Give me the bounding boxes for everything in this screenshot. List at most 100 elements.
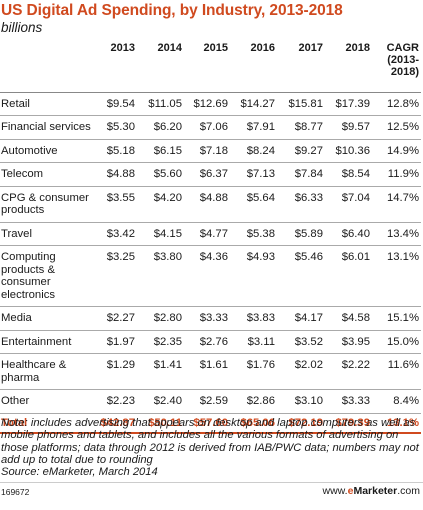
table-cell: $2.40 <box>153 395 182 407</box>
table-cell: $6.01 <box>341 251 370 263</box>
table-cell: $2.02 <box>294 359 323 371</box>
table-cell: $11.05 <box>148 97 182 110</box>
table-cell: 14.9% <box>386 144 419 157</box>
table-row: Healthcare & pharma $1.29 $1.41 $1.61 $1.76 $… <box>0 354 421 390</box>
table-cell: $10.36 <box>335 144 370 157</box>
header-corner <box>0 40 92 92</box>
table-row: Media $2.27 $2.80 $3.33 $3.83 $4.17 $4.58 15.1% <box>0 307 421 330</box>
table-row: Telecom $4.88 $5.60 $6.37 $7.13 $7.84 $8.54 11.… <box>0 163 421 186</box>
table-cell: $3.83 <box>246 312 275 324</box>
table-cell: $50.11 <box>148 416 182 429</box>
chart-id: 169672 <box>1 487 30 497</box>
table-cell: $3.95 <box>341 335 370 348</box>
table-cell: 8.4% <box>393 395 419 407</box>
brand-e: e <box>347 485 354 497</box>
table-cell: $2.76 <box>199 335 228 348</box>
footer-divider <box>0 482 423 483</box>
table-cell: 13.4% <box>386 227 419 240</box>
table-cell: $1.61 <box>199 359 228 371</box>
table-cell: $2.27 <box>106 312 135 324</box>
table-cell: 12.8% <box>386 97 419 110</box>
row-label: Other <box>1 395 30 407</box>
table-cell: $3.42 <box>106 227 135 240</box>
table-cell: 14.7% <box>386 191 419 204</box>
note-text: Note: includes advertising that appears … <box>1 417 419 466</box>
row-label: Automotive <box>1 144 58 157</box>
table-cell: $6.15 <box>153 144 182 157</box>
table-cell: $17.39 <box>335 97 370 110</box>
table-cell: $4.58 <box>341 312 370 324</box>
table-cell: $3.10 <box>294 395 323 407</box>
table-cell: $4.17 <box>294 312 323 324</box>
table-cell: $65.06 <box>240 416 275 429</box>
table-cell: $9.57 <box>341 121 370 133</box>
table-cell: $6.40 <box>341 227 370 240</box>
row-label: Computing products & consumer electronic… <box>1 251 56 301</box>
table-cell: $14.27 <box>240 97 275 110</box>
table-cell: $5.18 <box>106 144 135 157</box>
brand-prefix: www. <box>322 485 348 497</box>
table-cell: $4.88 <box>199 191 228 204</box>
chart-subtitle: billions <box>1 20 43 35</box>
table-cell: $4.36 <box>199 251 228 263</box>
table-cell: $79.39 <box>335 416 370 429</box>
table-cell: $2.80 <box>153 312 182 324</box>
table-cell: $12.69 <box>193 97 228 110</box>
footnote: Note: includes advertising that appears … <box>1 417 421 478</box>
table-cell: 12.5% <box>386 121 419 133</box>
table-cell: $2.35 <box>153 335 182 348</box>
table-cell: $2.23 <box>106 395 135 407</box>
table-cell: $72.19 <box>288 416 323 429</box>
table-cell: $7.84 <box>294 168 323 180</box>
table-cell: $1.97 <box>106 335 135 348</box>
row-label: Telecom <box>1 168 44 180</box>
table-cell: $8.77 <box>294 121 323 133</box>
table-cell: $1.41 <box>153 359 182 371</box>
table-body: Retail $9.54 $11.05 $12.69 $14.27 $15.81 $17.3… <box>0 92 421 433</box>
table-cell: $7.91 <box>246 121 275 133</box>
row-label: CPG & consumer products <box>1 191 89 217</box>
table-cell: $6.33 <box>294 191 323 204</box>
table-cell: $3.33 <box>341 395 370 407</box>
column-header: 2017 <box>298 42 323 54</box>
table-cell: 13.1% <box>386 416 419 429</box>
table-cell: 15.0% <box>386 335 419 348</box>
source-text: Source: eMarketer, March 2014 <box>1 466 158 479</box>
table-cell: $42.87 <box>100 416 135 429</box>
table-row: CPG & consumer products $3.55 $4.20 $4.88 $5… <box>0 186 421 222</box>
brand-name: Marketer <box>353 485 398 497</box>
table-cell: $1.29 <box>106 359 135 371</box>
table-cell: $7.06 <box>199 121 228 133</box>
brand-suffix: .com <box>397 485 420 497</box>
table-cell: $8.24 <box>246 144 275 157</box>
table-cell: $7.13 <box>246 168 275 180</box>
row-label: Media <box>1 312 32 324</box>
header-row: 2013 2014 2015 2016 2017 2018 CAGR (2013-2018) <box>0 40 421 92</box>
table-cell: $8.54 <box>341 168 370 180</box>
column-header: 2014 <box>157 42 182 54</box>
table-cell: 11.9% <box>387 168 419 180</box>
column-header: 2018 <box>345 42 370 54</box>
column-header: CAGR (2013-2018) <box>386 42 419 78</box>
table-cell: $3.52 <box>294 335 323 348</box>
table-cell: $2.86 <box>246 395 275 407</box>
table-cell: $4.15 <box>153 227 182 240</box>
row-label: Entertainment <box>1 335 72 348</box>
table-cell: $15.81 <box>288 97 323 110</box>
table-cell: $5.64 <box>246 191 275 204</box>
row-label: Total <box>1 416 28 429</box>
emarketer-logo[interactable]: www.eMarketer.com <box>323 485 420 497</box>
row-label: Financial services <box>1 121 91 133</box>
table-cell: $2.59 <box>199 395 228 407</box>
column-header: 2015 <box>203 42 228 54</box>
row-label: Travel <box>1 227 32 240</box>
table-cell: $57.60 <box>193 416 228 429</box>
table-row: Retail $9.54 $11.05 $12.69 $14.27 $15.81 $17.3… <box>0 92 421 116</box>
table-cell: $2.22 <box>341 359 370 371</box>
table-row: Financial services $5.30 $6.20 $7.06 $7.91 $8… <box>0 116 421 139</box>
table-cell: $5.38 <box>246 227 275 240</box>
table-row: Travel $3.42 $4.15 $4.77 $5.38 $5.89 $6.40 13.4… <box>0 222 421 246</box>
table-cell: $3.25 <box>106 251 135 263</box>
table-cell: $7.18 <box>199 144 228 157</box>
table-row: Other $2.23 $2.40 $2.59 $2.86 $3.10 $3.33 8.4% <box>0 390 421 413</box>
